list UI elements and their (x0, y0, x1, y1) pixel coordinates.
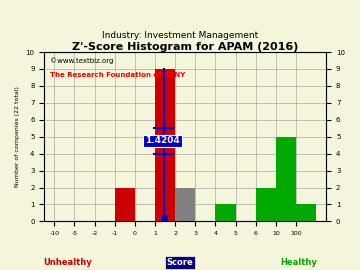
Text: Unhealthy: Unhealthy (43, 258, 92, 267)
Y-axis label: Number of companies (22 total): Number of companies (22 total) (15, 86, 20, 187)
Text: Healthy: Healthy (280, 258, 317, 267)
Title: Z'-Score Histogram for APAM (2016): Z'-Score Histogram for APAM (2016) (72, 42, 298, 52)
Text: Score: Score (167, 258, 193, 267)
Bar (296, 204, 316, 221)
Text: 1.4204: 1.4204 (145, 136, 180, 146)
Bar (175, 187, 195, 221)
Bar (216, 204, 236, 221)
Text: ©www.textbiz.org: ©www.textbiz.org (50, 57, 113, 64)
Bar (276, 137, 296, 221)
Text: Industry: Investment Management: Industry: Investment Management (102, 31, 258, 40)
Bar (256, 187, 276, 221)
Bar (115, 187, 135, 221)
Text: The Research Foundation of SUNY: The Research Foundation of SUNY (50, 72, 185, 78)
Bar (155, 69, 175, 221)
